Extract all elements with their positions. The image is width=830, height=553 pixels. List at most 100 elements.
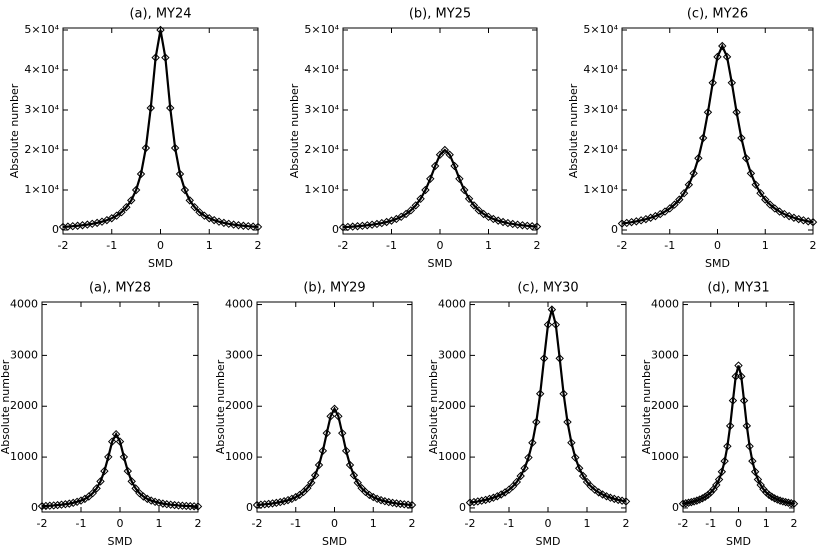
point — [445, 150, 454, 159]
point — [503, 218, 513, 228]
x-tick-label: -2 — [37, 517, 48, 530]
point — [276, 497, 285, 507]
x-axis-label: SMD — [705, 257, 730, 270]
point — [107, 437, 117, 446]
point — [555, 354, 564, 363]
point — [377, 218, 387, 228]
point — [761, 195, 770, 204]
y-tick-label: 2×10⁴ — [304, 143, 339, 156]
point — [742, 421, 752, 431]
panel-title: (b), MY25 — [409, 7, 471, 22]
y-tick-label: 3000 — [438, 348, 466, 361]
point — [115, 437, 125, 446]
x-tick-label: 0 — [714, 239, 721, 252]
y-tick-label: 2000 — [10, 399, 38, 412]
point — [660, 207, 670, 216]
point — [532, 417, 541, 427]
point — [45, 501, 55, 510]
y-tick-label: 0 — [672, 501, 679, 514]
x-axis-label: SMD — [428, 257, 453, 270]
y-tick-label: 2000 — [651, 399, 679, 412]
point — [692, 496, 702, 505]
point — [684, 180, 694, 189]
point — [594, 488, 603, 497]
x-tick-label: 2 — [623, 517, 630, 530]
point — [632, 217, 641, 226]
point — [712, 480, 721, 490]
point — [675, 195, 684, 204]
x-tick-label: 2 — [255, 239, 262, 252]
x-tick-label: -1 — [705, 517, 716, 530]
plot-frame — [342, 27, 538, 235]
point — [450, 161, 459, 171]
y-tick-label: 4000 — [438, 298, 466, 311]
x-tick-label: -2 — [338, 239, 349, 252]
curve — [342, 148, 538, 229]
point — [528, 438, 537, 447]
point — [214, 217, 224, 226]
y-tick-label: 4×10⁴ — [583, 63, 618, 76]
x-tick-label: -2 — [465, 517, 476, 530]
point — [464, 194, 474, 204]
point — [122, 202, 131, 212]
point — [131, 484, 140, 493]
panel: (c), MY30 SMD Absolute number -2 -1 0 1 2 0 1000 2… — [427, 281, 631, 548]
y-tick-label: 1000 — [438, 450, 466, 463]
x-tick-label: 1 — [485, 239, 492, 252]
x-tick-label: 2 — [409, 517, 416, 530]
point — [689, 169, 698, 178]
panel-title: (a), MY24 — [129, 7, 191, 22]
point — [474, 206, 484, 215]
point — [748, 456, 757, 466]
y-tick-label: 0 — [52, 223, 59, 236]
point — [694, 154, 703, 163]
point — [485, 494, 494, 504]
x-tick-label: -1 — [290, 517, 301, 530]
point — [775, 207, 784, 216]
point — [770, 204, 780, 213]
x-tick-label: -1 — [664, 239, 675, 252]
x-tick-label: 2 — [791, 517, 798, 530]
point — [598, 490, 607, 499]
point — [508, 219, 517, 229]
point — [291, 492, 300, 502]
point — [698, 133, 708, 143]
point — [92, 484, 101, 493]
y-tick-label: 1000 — [10, 450, 38, 463]
point — [775, 496, 785, 505]
point — [789, 213, 799, 222]
x-tick-label: 0 — [437, 239, 444, 252]
point — [100, 466, 109, 476]
point — [698, 494, 707, 503]
panel-title: (c), MY30 — [517, 281, 578, 296]
y-tick-label: 3000 — [225, 348, 253, 361]
point — [524, 453, 533, 462]
y-tick-label: 1×10⁴ — [24, 183, 59, 196]
x-tick-label: 1 — [584, 517, 591, 530]
point — [725, 421, 735, 431]
point — [136, 169, 146, 179]
x-tick-label: -2 — [58, 239, 69, 252]
point — [338, 428, 347, 438]
x-tick-label: -1 — [386, 239, 397, 252]
point — [330, 404, 339, 413]
y-axis-label: Absolute number — [427, 359, 440, 454]
point — [141, 143, 151, 153]
point — [543, 320, 553, 329]
y-axis-label: Absolute number — [640, 359, 653, 454]
x-tick-label: -2 — [678, 517, 689, 530]
y-tick-label: 4000 — [10, 298, 38, 311]
point — [341, 446, 351, 456]
point — [365, 490, 374, 500]
point — [143, 494, 152, 504]
point — [621, 497, 631, 506]
y-tick-label: 4×10⁴ — [304, 63, 339, 76]
x-tick-label: 0 — [157, 239, 164, 252]
panel-title: (b), MY29 — [303, 281, 365, 296]
point — [256, 500, 266, 509]
point — [57, 500, 66, 509]
point — [268, 499, 277, 508]
y-tick-label: 3000 — [651, 348, 679, 361]
point — [756, 188, 765, 198]
